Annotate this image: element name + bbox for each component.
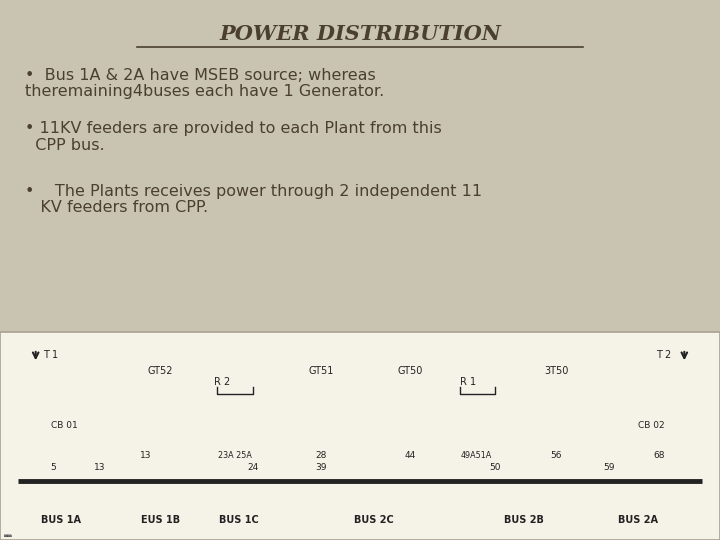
Text: BUS 1A: BUS 1A	[40, 515, 81, 525]
Text: BUS 2B: BUS 2B	[504, 515, 544, 525]
Text: 59: 59	[604, 463, 615, 472]
Text: CPP bus.: CPP bus.	[25, 138, 105, 153]
Text: 5: 5	[50, 463, 56, 472]
Text: theremaining4buses each have 1 Generator.: theremaining4buses each have 1 Generator…	[25, 84, 384, 99]
Text: 3T50: 3T50	[544, 366, 568, 376]
Text: • 11KV feeders are provided to each Plant from this: • 11KV feeders are provided to each Plan…	[25, 122, 442, 137]
Text: BUS 1C: BUS 1C	[219, 515, 258, 525]
Text: 50: 50	[490, 463, 501, 472]
Text: CB 02: CB 02	[638, 421, 665, 430]
Text: 56: 56	[550, 451, 562, 460]
Text: EUS 1B: EUS 1B	[141, 515, 180, 525]
Text: 13: 13	[94, 463, 106, 472]
Bar	[0, 332, 720, 540]
Text: GT50: GT50	[397, 366, 423, 376]
Text: T 1: T 1	[42, 350, 58, 360]
Text: T 2: T 2	[656, 350, 671, 360]
Text: R 1: R 1	[460, 377, 476, 387]
Text: 39: 39	[315, 463, 327, 472]
Text: 23A 25A: 23A 25A	[218, 451, 252, 460]
Text: 49A51A: 49A51A	[460, 451, 492, 460]
Text: POWER DISTRIBUTION: POWER DISTRIBUTION	[219, 24, 501, 44]
Text: 68: 68	[654, 451, 665, 460]
Text: KV feeders from CPP.: KV feeders from CPP.	[25, 200, 208, 215]
Text: GT51: GT51	[308, 366, 333, 376]
Text: CB 01: CB 01	[51, 421, 78, 430]
Text: •    The Plants receives power through 2 independent 11: • The Plants receives power through 2 in…	[25, 184, 482, 199]
Text: BUS 2A: BUS 2A	[618, 515, 658, 525]
Text: BUS 2C: BUS 2C	[354, 515, 394, 525]
Text: 13: 13	[140, 451, 152, 460]
Text: R 2: R 2	[214, 377, 230, 387]
Text: GT52: GT52	[148, 366, 174, 376]
Text: 44: 44	[404, 451, 415, 460]
Text: 28: 28	[315, 451, 326, 460]
Text: 24: 24	[248, 463, 258, 472]
Text: •  Bus 1A & 2A have MSEB source; whereas: • Bus 1A & 2A have MSEB source; whereas	[25, 68, 376, 83]
